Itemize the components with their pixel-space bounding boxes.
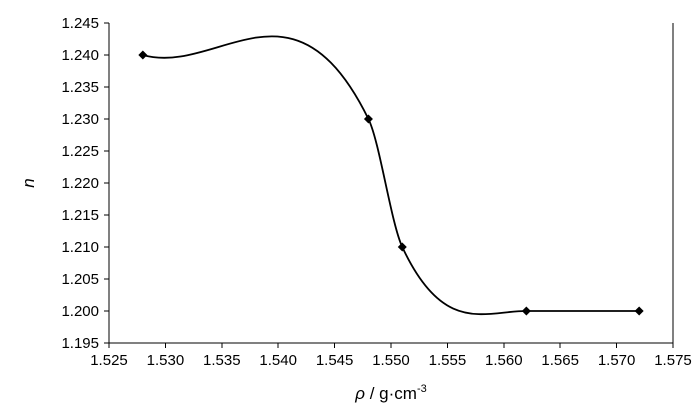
y-axis-label: n — [19, 178, 38, 187]
plot-frame — [108, 23, 674, 344]
x-tick-label: 1.545 — [316, 352, 354, 369]
y-axis-ticks — [104, 22, 109, 344]
y-tick-label: 1.225 — [61, 143, 99, 160]
x-tick-label: 1.530 — [147, 352, 185, 369]
y-tick-label: 1.200 — [61, 303, 99, 320]
y-tick-label: 1.230 — [61, 111, 99, 128]
x-axis-label-unit: / g·cm — [365, 384, 417, 403]
data-point-marker — [397, 242, 407, 252]
y-tick-label: 1.240 — [61, 47, 99, 64]
x-axis-tick-labels: 1.525 1.530 1.535 1.540 1.545 1.550 1.555 1.560… — [90, 352, 692, 369]
data-point-marker — [521, 306, 531, 316]
series-line — [142, 35, 640, 316]
y-tick-label: 1.235 — [61, 79, 99, 96]
data-point-marker — [634, 306, 644, 316]
data-point-marker — [363, 114, 373, 124]
y-tick-label: 1.210 — [61, 239, 99, 256]
y-tick-label: 1.215 — [61, 207, 99, 224]
y-tick-label: 1.195 — [61, 335, 99, 352]
x-axis-label-symbol: ρ — [354, 384, 365, 403]
plot-area: 1.525 1.530 1.535 1.540 1.545 1.550 1.555 1.560… — [61, 15, 691, 369]
x-tick-label: 1.575 — [654, 352, 692, 369]
data-point-marker — [138, 50, 148, 60]
x-tick-label: 1.535 — [203, 352, 241, 369]
x-axis-label-exponent: -3 — [417, 383, 427, 395]
x-tick-label: 1.525 — [90, 352, 128, 369]
y-axis-tick-labels: 1.195 1.200 1.205 1.210 1.215 1.220 1.225 1.230… — [61, 15, 99, 352]
y-tick-label: 1.205 — [61, 271, 99, 288]
x-axis-label: ρ / g·cm-3 — [354, 383, 426, 403]
y-tick-label: 1.220 — [61, 175, 99, 192]
y-tick-label: 1.245 — [61, 15, 99, 32]
x-tick-label: 1.540 — [259, 352, 297, 369]
x-tick-label: 1.565 — [541, 352, 579, 369]
x-tick-label: 1.550 — [372, 352, 410, 369]
x-tick-label: 1.560 — [485, 352, 523, 369]
series-markers — [138, 50, 644, 316]
x-tick-label: 1.555 — [429, 352, 467, 369]
x-tick-label: 1.570 — [598, 352, 636, 369]
x-axis-ticks — [108, 343, 674, 348]
